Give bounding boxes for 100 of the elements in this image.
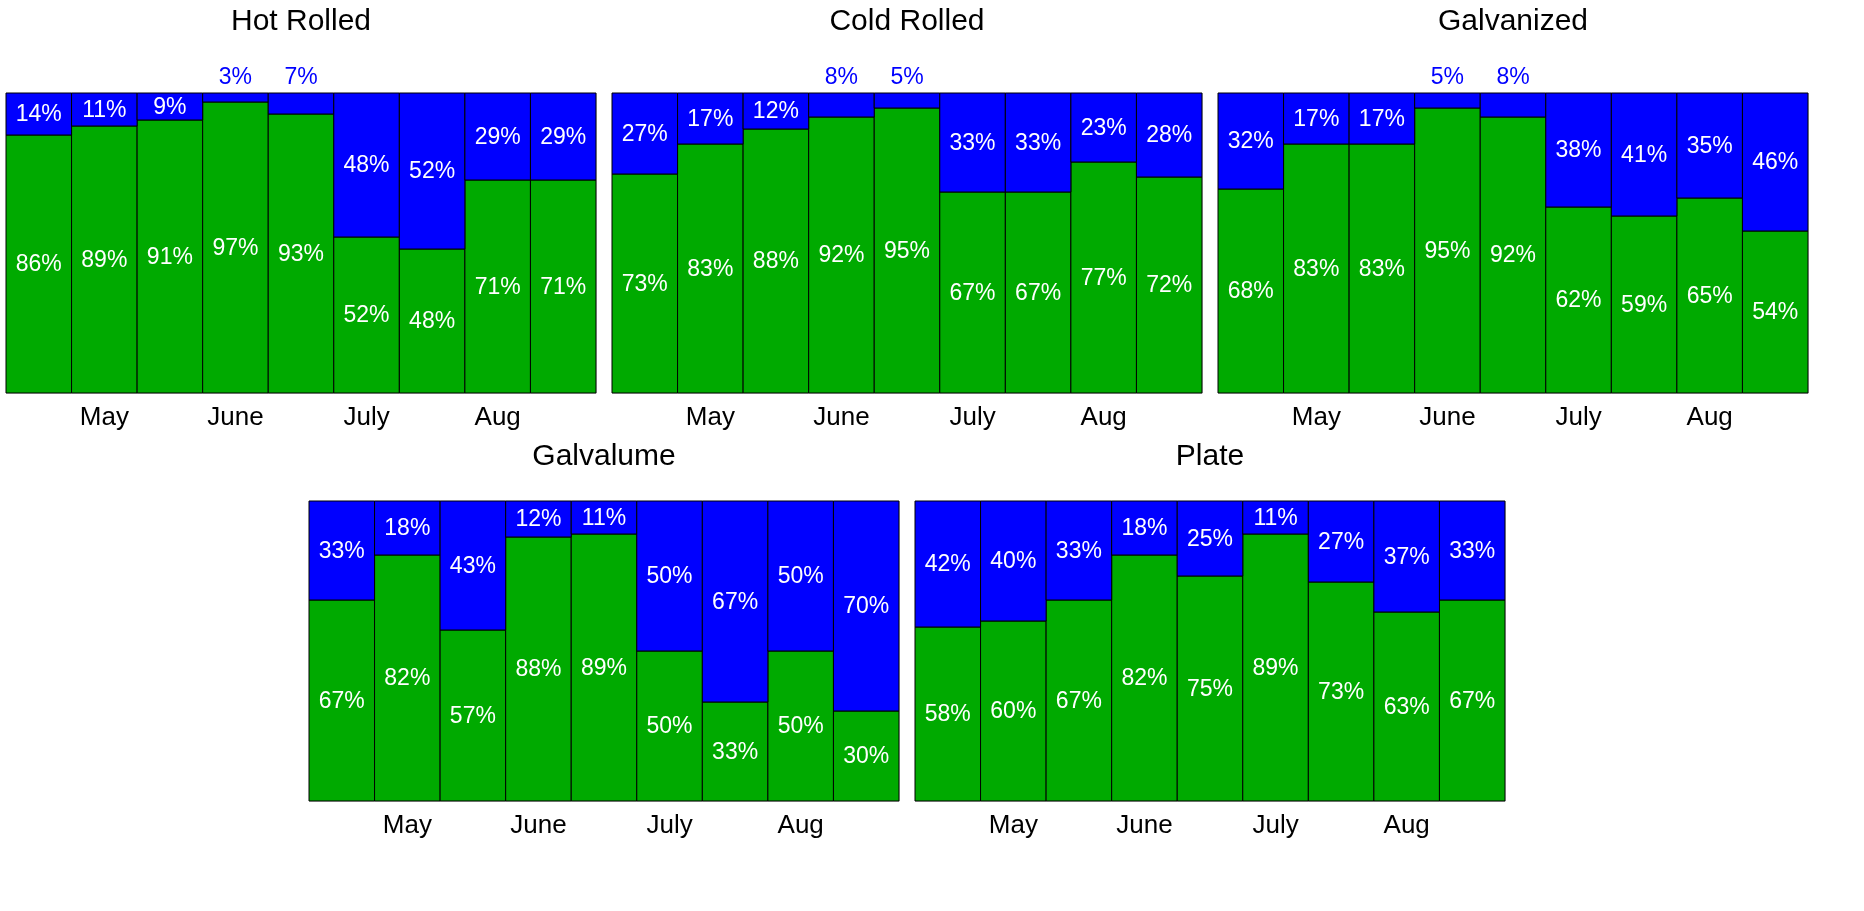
data-label: 92%	[818, 241, 865, 267]
data-label: 83%	[687, 254, 734, 281]
data-label: 50%	[777, 712, 824, 738]
data-label: 33%	[1449, 536, 1496, 563]
data-label: 32%	[1227, 127, 1274, 153]
data-label: 95%	[883, 236, 931, 263]
data-label: 82%	[1121, 664, 1168, 690]
chart-title: Galvanized	[1437, 3, 1589, 36]
x-tick-label: June	[1116, 808, 1173, 839]
data-label: 8%	[1496, 63, 1530, 89]
data-label: 17%	[1293, 104, 1340, 131]
data-label: 27%	[621, 119, 668, 146]
x-tick-label: May	[988, 808, 1038, 839]
data-label: 11%	[1253, 503, 1298, 530]
data-label: 9%	[153, 92, 187, 119]
data-label: 77%	[1080, 263, 1127, 290]
data-label: 83%	[1293, 254, 1340, 281]
data-label: 14%	[15, 100, 62, 126]
data-label: 35%	[1686, 131, 1733, 158]
data-label: 42%	[924, 550, 971, 576]
x-tick-label: Aug	[1686, 400, 1733, 431]
data-label: 67%	[712, 587, 759, 614]
data-label: 58%	[924, 700, 971, 726]
data-label: 57%	[449, 701, 496, 728]
data-label: 8%	[824, 63, 859, 89]
x-tick-label: July	[646, 808, 693, 839]
x-tick-label: June	[1419, 400, 1476, 431]
chart-title: Cold Rolled	[829, 3, 985, 36]
chart-title: Galvalume	[532, 437, 676, 471]
data-label: 27%	[1318, 527, 1365, 554]
data-label: 40%	[990, 547, 1037, 573]
data-label: 91%	[146, 242, 193, 269]
data-label: 12%	[515, 505, 562, 531]
data-label: 17%	[687, 104, 734, 131]
data-label: 65%	[1686, 281, 1733, 308]
data-label: 46%	[1752, 148, 1799, 174]
data-label: 71%	[540, 272, 587, 299]
data-label: 67%	[1055, 686, 1102, 713]
data-label: 52%	[409, 157, 456, 183]
data-label: 23%	[1080, 113, 1127, 140]
x-tick-label: July	[1252, 808, 1299, 839]
data-label: 95%	[1424, 236, 1471, 263]
data-label: 52%	[343, 301, 390, 327]
data-label: 63%	[1383, 692, 1430, 719]
x-tick-label: July	[949, 400, 996, 431]
x-tick-label: June	[207, 400, 264, 431]
data-label: 73%	[621, 269, 668, 296]
data-label: 43%	[449, 551, 496, 578]
data-label: 70%	[843, 592, 890, 618]
data-label: 41%	[1621, 140, 1668, 167]
x-tick-label: May	[79, 400, 129, 431]
data-label: 33%	[949, 128, 996, 155]
data-label: 11%	[82, 95, 127, 122]
x-tick-label: May	[1291, 400, 1341, 431]
data-label: 89%	[81, 245, 128, 272]
data-label: 38%	[1555, 136, 1602, 162]
data-label: 83%	[1358, 254, 1405, 281]
data-label: 29%	[474, 122, 521, 149]
data-label: 86%	[15, 250, 62, 276]
chart-title: Hot Rolled	[230, 3, 372, 36]
data-label: 50%	[646, 712, 693, 738]
x-tick-label: May	[685, 400, 735, 431]
data-label: 72%	[1146, 271, 1193, 297]
x-tick-label: Aug	[474, 400, 521, 431]
data-label: 48%	[409, 307, 456, 333]
data-label: 17%	[1358, 104, 1405, 131]
data-label: 12%	[752, 97, 799, 123]
data-label: 29%	[540, 122, 587, 149]
data-label: 88%	[752, 247, 799, 273]
data-label: 88%	[515, 655, 562, 681]
x-tick-label: May	[382, 808, 432, 839]
data-label: 97%	[212, 233, 259, 260]
data-label: 33%	[1055, 536, 1102, 563]
data-label: 59%	[1621, 290, 1668, 317]
data-label: 67%	[949, 278, 996, 305]
x-tick-label: Aug	[1383, 808, 1430, 839]
data-label: 33%	[318, 536, 365, 563]
x-tick-label: June	[510, 808, 567, 839]
data-label: 5%	[1430, 63, 1465, 89]
data-label: 82%	[384, 664, 431, 690]
data-label: 93%	[277, 239, 325, 266]
x-tick-label: Aug	[1080, 400, 1127, 431]
data-label: 37%	[1383, 542, 1430, 569]
data-label: 25%	[1186, 524, 1234, 551]
x-tick-label: July	[1555, 400, 1602, 431]
data-label: 89%	[580, 653, 628, 680]
data-label: 3%	[218, 63, 253, 89]
x-tick-label: Aug	[777, 808, 824, 839]
data-label: 33%	[1015, 128, 1062, 155]
data-label: 67%	[1449, 686, 1496, 713]
data-label: 50%	[777, 562, 824, 588]
data-label: 11%	[581, 503, 627, 530]
x-tick-label: June	[813, 400, 870, 431]
data-label: 67%	[1015, 278, 1062, 305]
data-label: 73%	[1318, 677, 1365, 704]
data-label: 54%	[1752, 298, 1799, 324]
data-label: 67%	[318, 686, 365, 713]
data-label: 68%	[1227, 277, 1274, 303]
chart-title: Plate	[1175, 437, 1245, 471]
data-label: 62%	[1555, 286, 1602, 312]
